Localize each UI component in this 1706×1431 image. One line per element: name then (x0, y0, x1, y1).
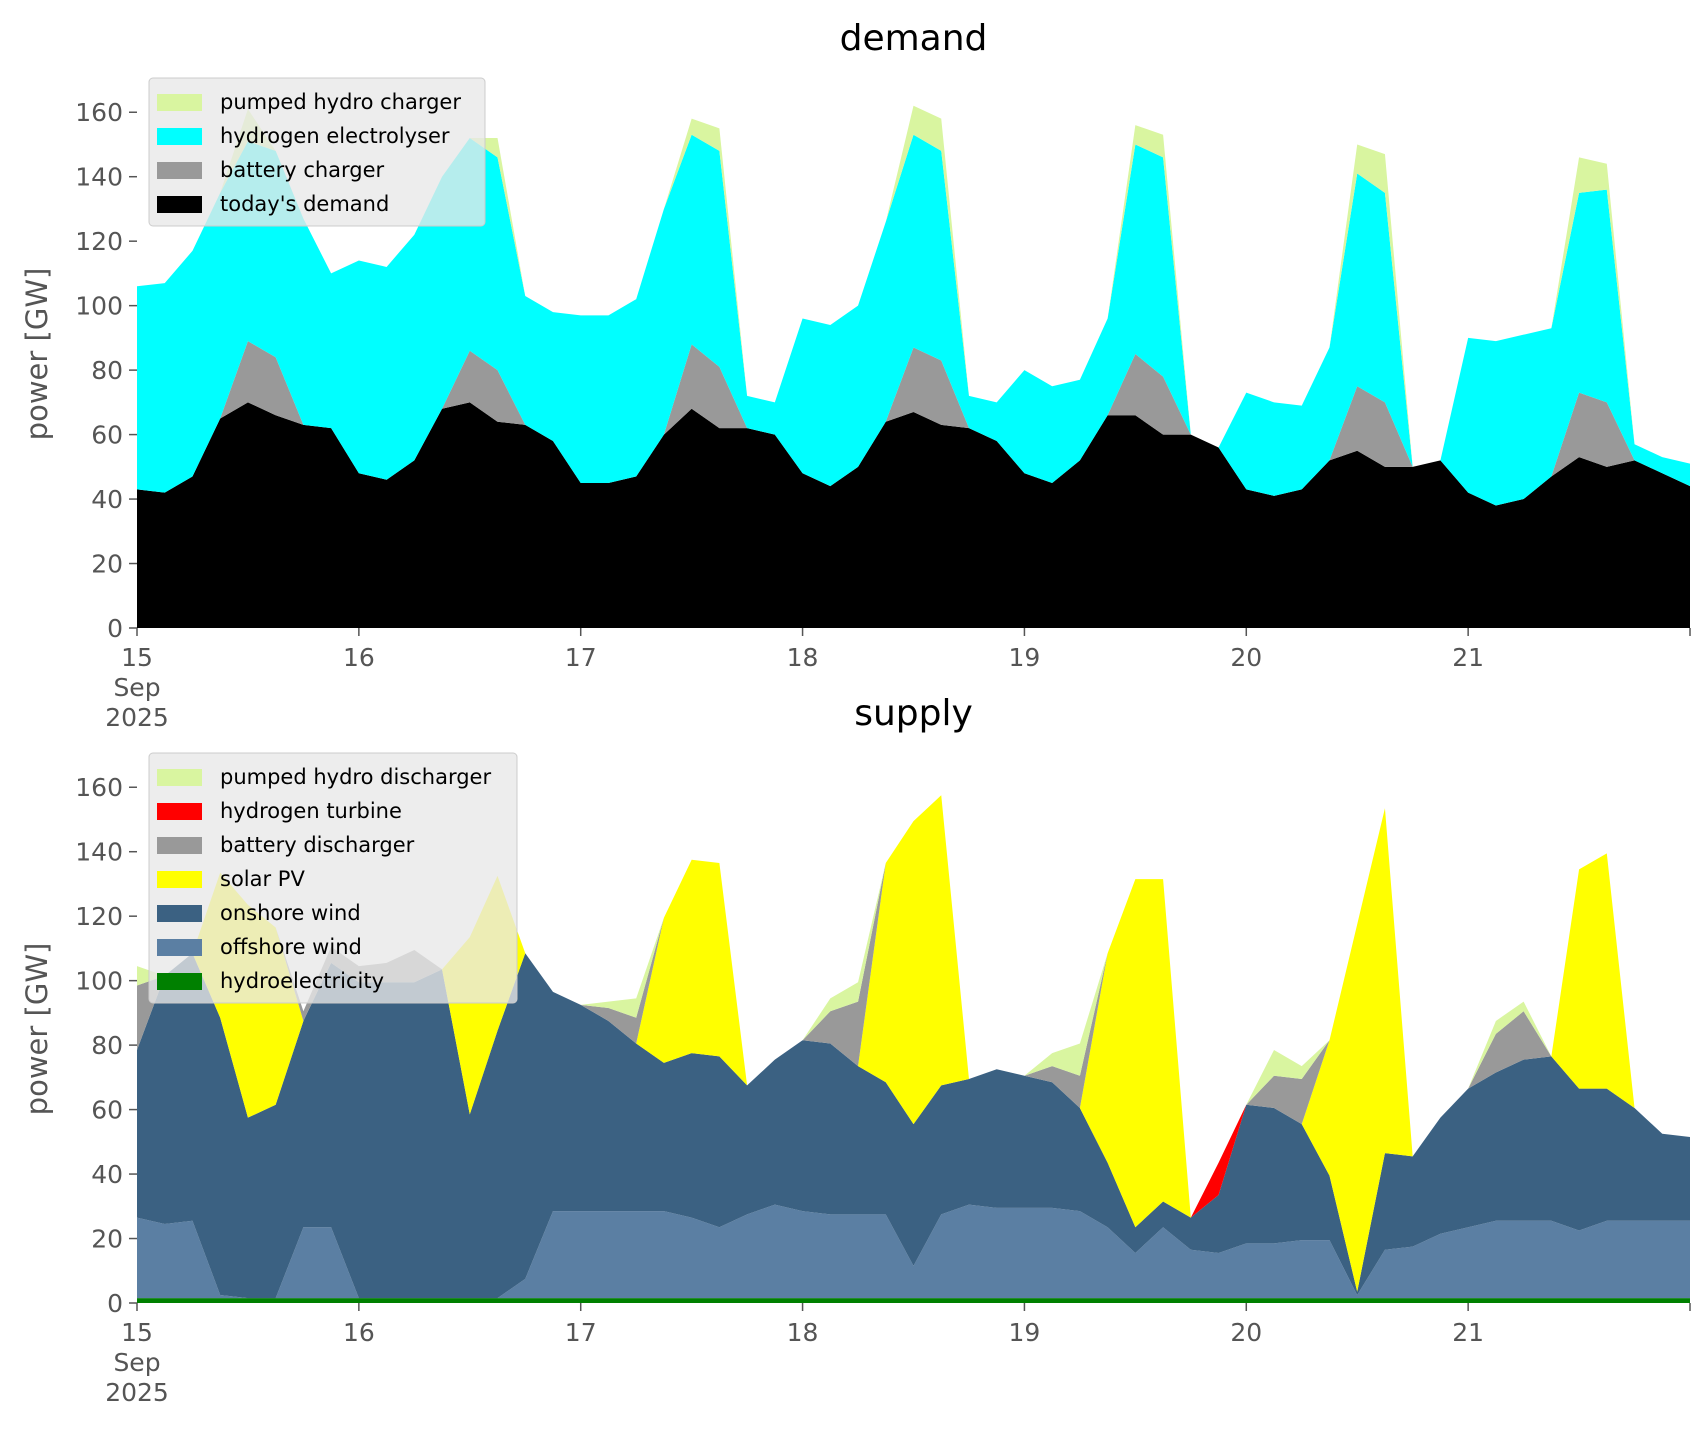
y-tick-label: 160 (75, 98, 123, 127)
chart-title: supply (854, 693, 973, 734)
x-tick-label: Sep (113, 673, 160, 702)
series-area-offshore-wind (137, 1204, 1690, 1299)
y-tick-label: 100 (75, 967, 123, 996)
legend-swatch (157, 162, 202, 179)
x-tick-label: 18 (787, 643, 819, 672)
y-tick-label: 140 (75, 163, 123, 192)
legend-label: today's demand (220, 192, 389, 216)
y-tick-label: 40 (91, 1160, 123, 1189)
legend-label: onshore wind (220, 901, 361, 925)
legend-label: pumped hydro discharger (220, 765, 491, 789)
y-tick-label: 60 (91, 1096, 123, 1125)
legend-box (148, 752, 518, 1004)
legend-swatch (157, 973, 202, 990)
x-tick-label: 19 (1009, 1318, 1041, 1347)
stacked-areas (137, 795, 1690, 1303)
series-area-battery-charger (137, 341, 1690, 506)
y-tick-label: 120 (75, 902, 123, 931)
legend-swatch (157, 803, 202, 820)
y-tick-label: 160 (75, 773, 123, 802)
y-tick-label: 20 (91, 550, 123, 579)
y-tick-label: 140 (75, 838, 123, 867)
legend: pumped hydro charger hydrogen electrolyse… (148, 77, 486, 227)
x-tick-label: 17 (565, 643, 597, 672)
y-tick-label: 0 (107, 614, 123, 643)
series-area-solar-pv (137, 795, 1690, 1292)
x-tick-label: 21 (1452, 643, 1484, 672)
legend-swatch (157, 939, 202, 956)
legend-swatch (157, 837, 202, 854)
supply-chart: supply 0 20 40 60 80 100 120 140 160 power [GW] 15S… (20, 693, 1691, 1407)
series-area-onshore-wind (137, 953, 1690, 1299)
y-tick-label: 80 (91, 356, 123, 385)
x-tick-label: 21 (1452, 1318, 1484, 1347)
y-tick-label: 20 (91, 1225, 123, 1254)
y-tick-label: 40 (91, 485, 123, 514)
chart-title: demand (840, 18, 988, 59)
y-axis-label: power [GW] (20, 943, 54, 1116)
stacked-areas (137, 105, 1690, 628)
legend-swatch (157, 871, 202, 888)
series-area-today-s-demand (137, 402, 1690, 628)
y-tick-label: 100 (75, 292, 123, 321)
x-tick-label: 16 (343, 643, 375, 672)
legend-swatch (157, 769, 202, 786)
x-tick-label: 16 (343, 1318, 375, 1347)
series-area-hydroelectricity (137, 1298, 1690, 1303)
y-tick-label: 80 (91, 1031, 123, 1060)
x-tick-label: 19 (1009, 643, 1041, 672)
legend-swatch (157, 905, 202, 922)
legend-swatch (157, 196, 202, 213)
y-axis: 0 20 40 60 80 100 120 140 160 power [GW] (20, 773, 137, 1318)
y-tick-label: 0 (107, 1289, 123, 1318)
legend-label: battery discharger (220, 833, 415, 857)
y-tick-label: 60 (91, 421, 123, 450)
y-axis: 0 20 40 60 80 100 120 140 160 power [GW] (20, 98, 137, 643)
x-tick-label: 20 (1230, 643, 1262, 672)
y-axis-label: power [GW] (20, 268, 54, 441)
x-tick-label: 2025 (105, 1378, 169, 1407)
demand-chart: demand 0 20 40 60 80 100 120 140 160 power [GW] 15S… (20, 18, 1691, 732)
legend-box (148, 77, 486, 227)
x-tick-label: Sep (113, 1348, 160, 1377)
legend-label: hydrogen turbine (220, 799, 402, 823)
x-tick-label: 15 (121, 1318, 153, 1347)
legend-swatch (157, 94, 202, 111)
legend-label: offshore wind (220, 935, 362, 959)
series-area-battery-discharger (137, 795, 1690, 1218)
legend-label: pumped hydro charger (220, 90, 461, 114)
y-tick-label: 120 (75, 227, 123, 256)
x-tick-label: 15 (121, 643, 153, 672)
x-tick-label: 17 (565, 1318, 597, 1347)
x-tick-label: 20 (1230, 1318, 1262, 1347)
legend-label: solar PV (220, 867, 305, 891)
legend-label: hydroelectricity (220, 969, 384, 993)
series-area-hydrogen-electrolyser (137, 134, 1690, 506)
legend-swatch (157, 128, 202, 145)
legend: pumped hydro discharger hydrogen turbine b… (148, 752, 518, 1004)
x-tick-label: 2025 (105, 703, 169, 732)
legend-label: battery charger (220, 158, 385, 182)
x-tick-label: 18 (787, 1318, 819, 1347)
legend-label: hydrogen electrolyser (220, 124, 450, 148)
